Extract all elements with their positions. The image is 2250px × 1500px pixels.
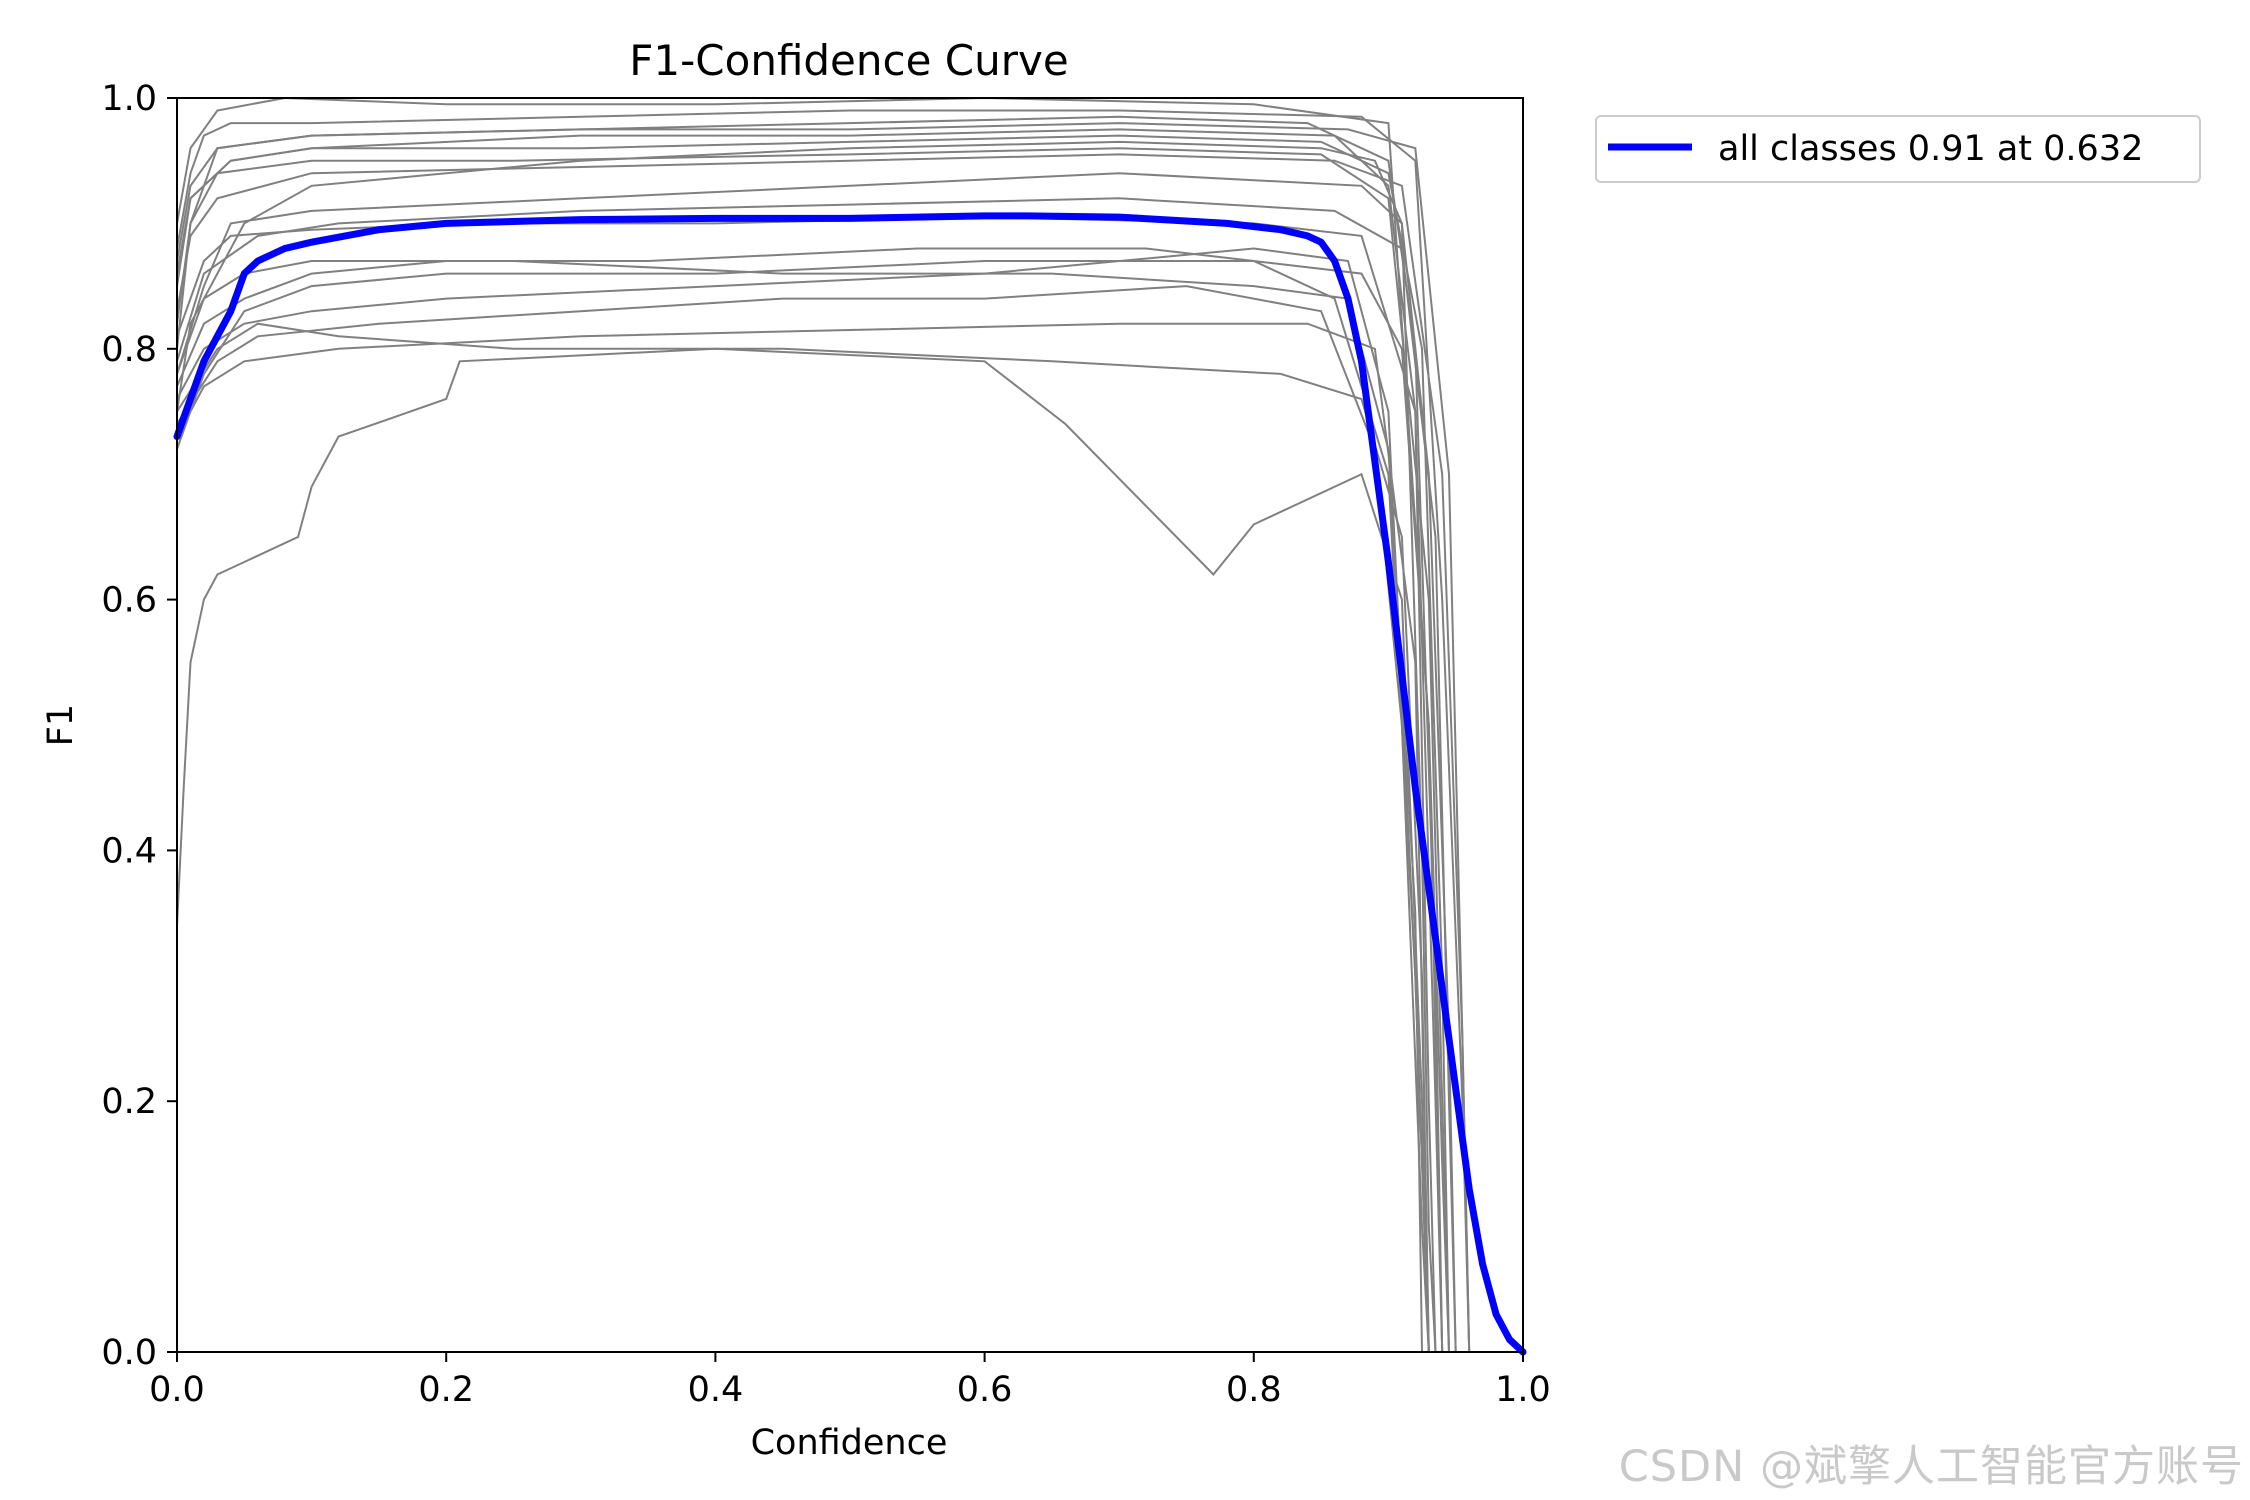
y-tick-label: 0.4 bbox=[101, 831, 157, 871]
x-tick-label: 0.2 bbox=[418, 1370, 474, 1410]
y-tick-label: 0.6 bbox=[101, 581, 157, 621]
all-classes-curve bbox=[173, 212, 1527, 1356]
class-curve-2 bbox=[176, 260, 1450, 1353]
class-curve-8 bbox=[176, 109, 1471, 1353]
class-curve-5 bbox=[176, 172, 1457, 1353]
all-classes-curve-group bbox=[173, 212, 1527, 1356]
x-tick-label: 0.0 bbox=[149, 1370, 205, 1410]
class-curve-12 bbox=[176, 247, 1430, 1353]
y-axis-ticks: 0.0 0.2 0.4 0.6 0.8 1.0 bbox=[101, 79, 177, 1373]
y-axis-label: F1 bbox=[41, 704, 81, 746]
y-tick-label: 0.2 bbox=[101, 1082, 157, 1122]
class-curve-17 bbox=[176, 322, 1430, 1353]
legend-label-all-classes: all classes 0.91 at 0.632 bbox=[1718, 129, 2143, 169]
legend-box bbox=[1595, 115, 2201, 183]
class-curve-11 bbox=[176, 96, 1444, 1353]
chart-title: F1-Confidence Curve bbox=[629, 36, 1068, 85]
class-curve-9 bbox=[176, 285, 1430, 1353]
watermark: CSDN @斌擎人工智能官方账号 bbox=[1618, 1442, 2244, 1492]
legend: all classes 0.91 at 0.632 bbox=[1595, 115, 2201, 183]
class-curve-15 bbox=[176, 153, 1471, 1353]
class-curve-10 bbox=[176, 197, 1457, 1353]
class-curve-6 bbox=[176, 147, 1450, 1353]
class-curve-16 bbox=[176, 216, 1444, 1353]
class-curve-1 bbox=[176, 115, 1444, 1353]
class-curve-7 bbox=[176, 247, 1430, 1353]
x-tick-label: 0.6 bbox=[957, 1370, 1013, 1410]
class-curve-4 bbox=[176, 347, 1430, 1353]
plot-frame bbox=[176, 97, 1524, 1353]
x-tick-label: 0.8 bbox=[1226, 1370, 1282, 1410]
y-tick-label: 0.8 bbox=[101, 330, 157, 370]
x-tick-label: 1.0 bbox=[1495, 1370, 1551, 1410]
x-axis-label: Confidence bbox=[751, 1423, 948, 1463]
class-curve-19 bbox=[176, 260, 1423, 1353]
x-tick-label: 0.4 bbox=[688, 1370, 744, 1410]
y-tick-label: 1.0 bbox=[101, 79, 157, 119]
class-curve-13 bbox=[176, 134, 1450, 1353]
class-curve-18 bbox=[176, 122, 1471, 1353]
y-tick-label: 0.0 bbox=[101, 1333, 157, 1373]
class-curve-3 bbox=[176, 128, 1437, 1353]
per-class-curves bbox=[176, 96, 1471, 1353]
class-curve-14 bbox=[176, 322, 1430, 1353]
x-axis-ticks: 0.0 0.2 0.4 0.6 0.8 1.0 bbox=[149, 1352, 1551, 1410]
